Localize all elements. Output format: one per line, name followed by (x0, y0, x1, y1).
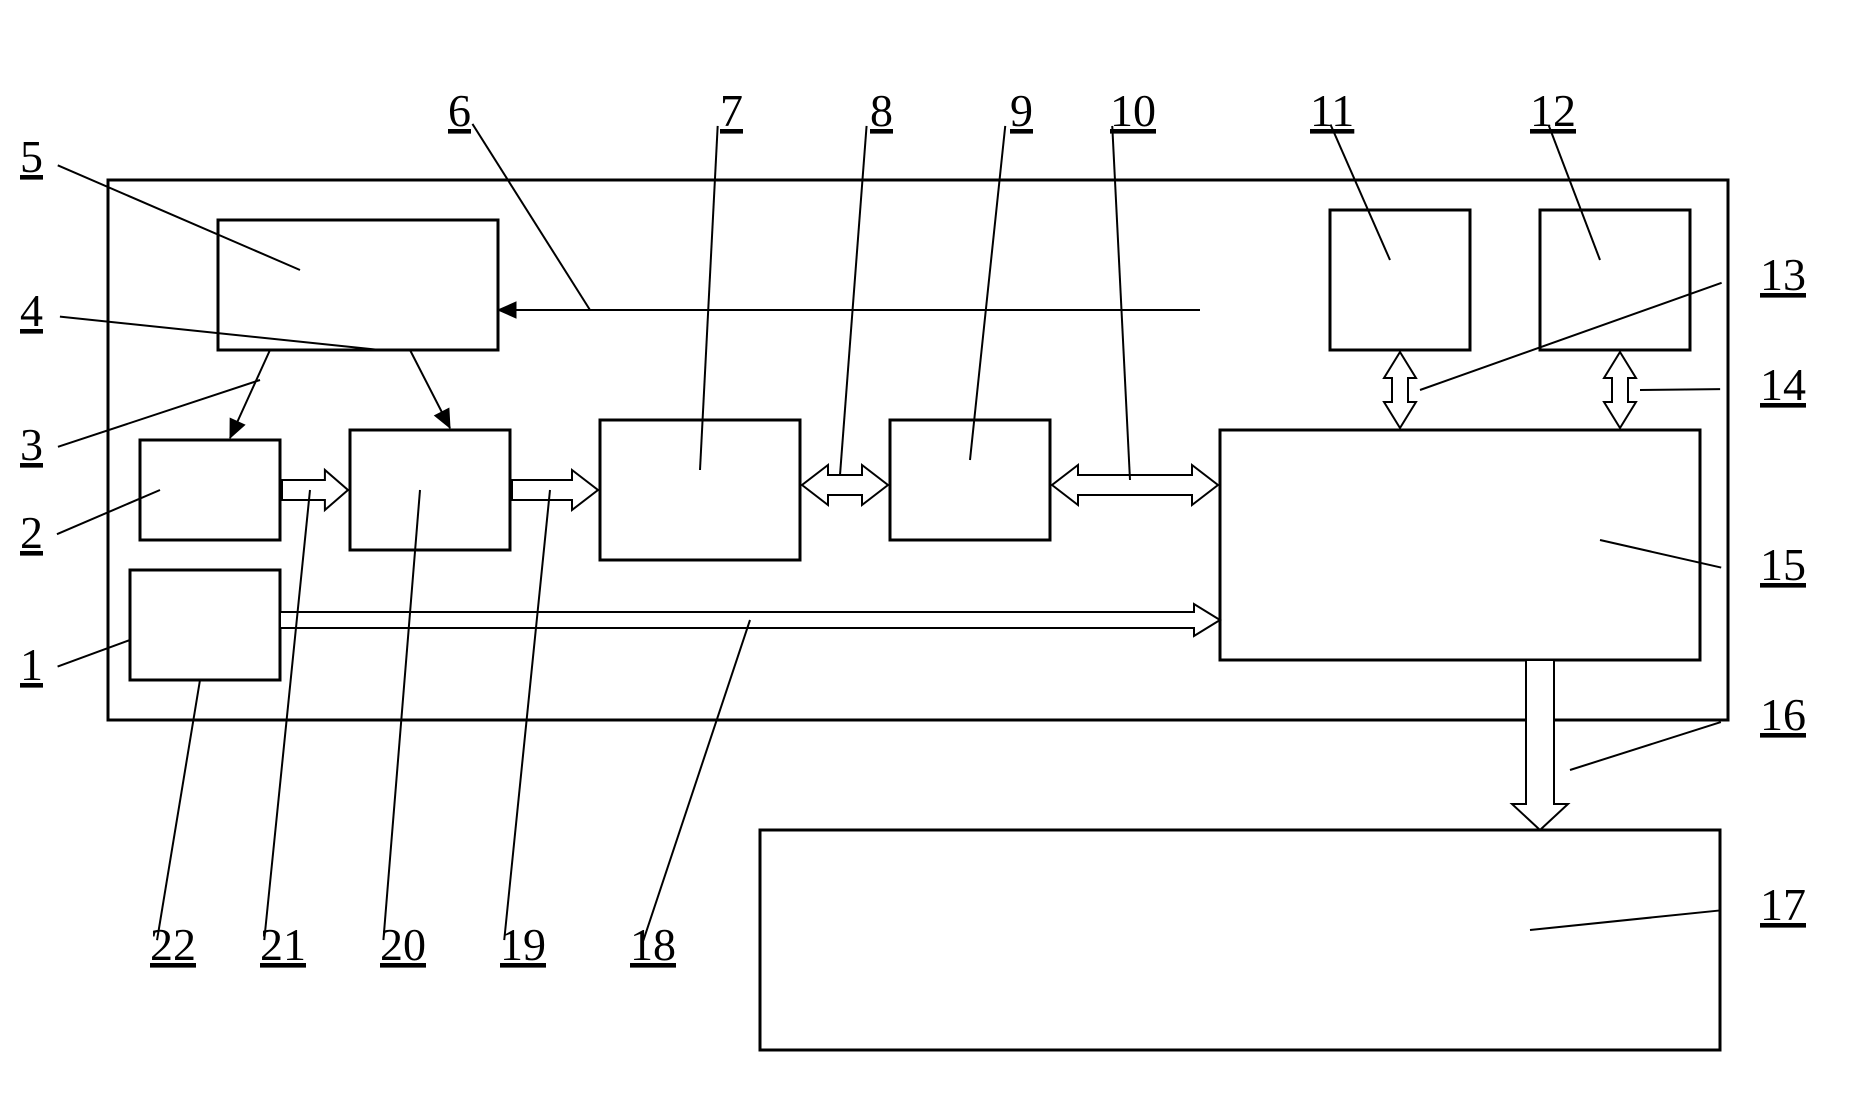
leader-l11 (1331, 125, 1390, 260)
label-l8: 8 (870, 85, 893, 136)
label-l7: 7 (720, 85, 743, 136)
label-l14: 14 (1760, 359, 1806, 410)
leader-l18 (643, 620, 750, 941)
label-l12: 12 (1530, 85, 1576, 136)
leader-l13 (1420, 283, 1722, 390)
label-l9: 9 (1010, 85, 1033, 136)
label-l15: 15 (1760, 539, 1806, 590)
leader-l9 (970, 126, 1005, 460)
leader-l14 (1640, 389, 1720, 390)
leader-l16 (1570, 722, 1721, 770)
block-b12 (1540, 210, 1690, 350)
label-l18: 18 (630, 919, 676, 970)
label-l10: 10 (1110, 85, 1156, 136)
label-l2: 2 (20, 507, 43, 558)
block-b5 (218, 220, 498, 350)
open-arrow (1512, 660, 1568, 830)
label-l11: 11 (1310, 85, 1354, 136)
arrow-solid (410, 350, 450, 428)
leader-l6 (472, 124, 590, 310)
leader-l1 (58, 640, 130, 667)
arrow-solid (230, 350, 270, 438)
label-l19: 19 (500, 919, 546, 970)
label-l16: 16 (1760, 689, 1806, 740)
label-l3: 3 (20, 419, 43, 470)
label-l1: 1 (20, 639, 43, 690)
open-arrow (282, 470, 348, 510)
leader-l17 (1530, 910, 1720, 930)
block-b7 (600, 420, 800, 560)
leader-l20 (383, 490, 420, 940)
leader-l19 (504, 490, 550, 940)
block-b17 (760, 830, 1720, 1050)
label-l22: 22 (150, 919, 196, 970)
label-l6: 6 (448, 85, 471, 136)
label-l4: 4 (20, 285, 43, 336)
label-l5: 5 (20, 131, 43, 182)
leader-l21 (264, 490, 310, 940)
leader-l12 (1549, 125, 1600, 260)
open-double-arrow (1604, 352, 1636, 428)
open-double-arrow (1384, 352, 1416, 428)
block-b15 (1220, 430, 1700, 660)
label-l17: 17 (1760, 879, 1806, 930)
block-b2 (140, 440, 280, 540)
block-b20 (350, 430, 510, 550)
label-l13: 13 (1760, 249, 1806, 300)
label-l20: 20 (380, 919, 426, 970)
block-b11 (1330, 210, 1470, 350)
open-double-arrow (802, 465, 888, 505)
leader-l7 (700, 126, 718, 470)
leader-l15 (1600, 540, 1721, 568)
open-arrow (512, 470, 598, 510)
open-double-arrow (1052, 465, 1218, 505)
block-b1 (130, 570, 280, 680)
arrow-solid (498, 302, 1200, 318)
block-b9 (890, 420, 1050, 540)
label-l21: 21 (260, 919, 306, 970)
leader-l8 (840, 126, 867, 475)
